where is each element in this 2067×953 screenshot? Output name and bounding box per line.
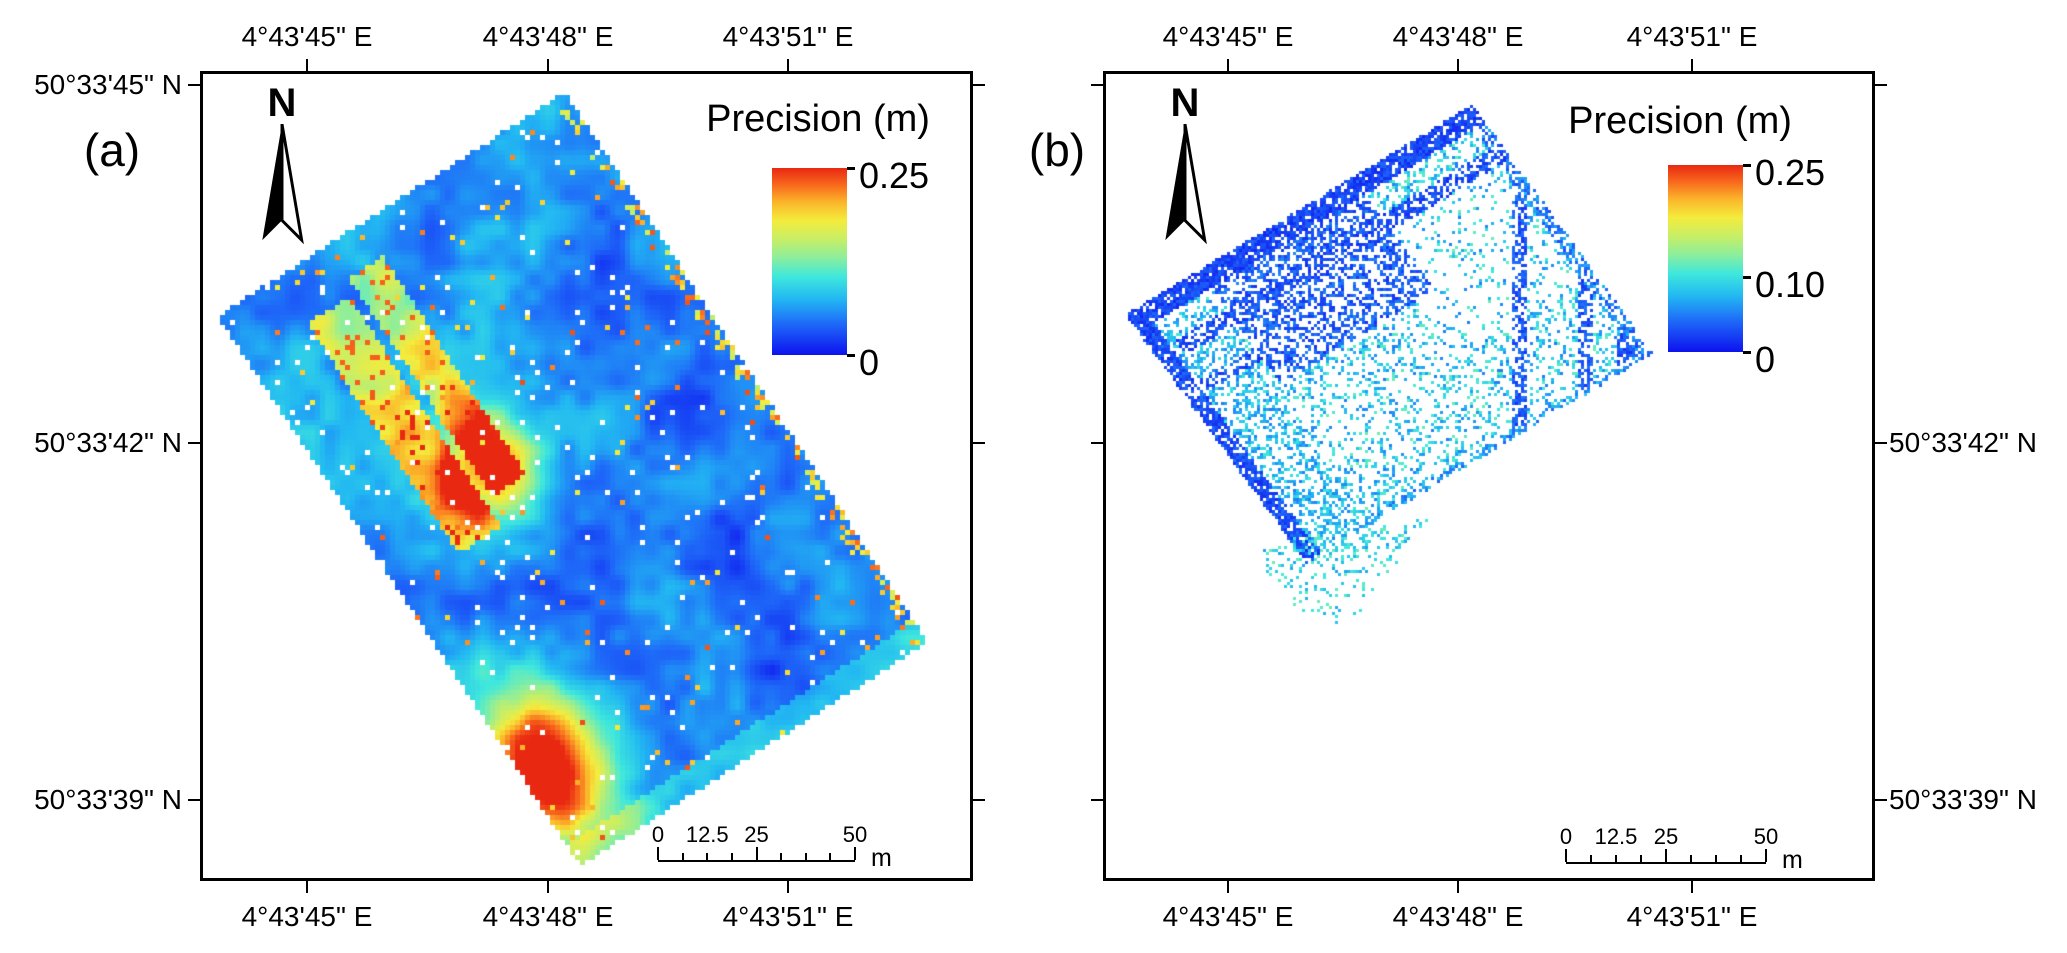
lon-label-top-b-0: 4°43'45" E [1162,21,1294,52]
lon-label-top-a-2: 4°43'51" E [722,21,854,52]
lat-tick-left-b-2 [1091,799,1103,801]
scalebar-tick-a-1 [681,853,684,860]
legend-tick-b-2 [1743,351,1751,354]
north-arrow-icon-b [1165,124,1207,244]
scalebar-tick-b-1 [1590,855,1592,862]
lat-tick-right-b-1 [1875,442,1887,444]
lat-label-right-b-1: 50°33'42" N [1889,427,2037,458]
scalebar-tick-a-6 [804,853,807,860]
lon-label-bottom-a-2: 4°43'51" E [722,901,854,932]
lon-tick-bottom-a-2 [787,881,789,893]
map-frame-b [1103,71,1875,881]
lon-label-bottom-b-1: 4°43'48" E [1392,901,1524,932]
scalebar-tick-a-2 [706,853,709,860]
scalebar-tick-b-2 [1615,855,1617,862]
map-frame-a [200,71,973,881]
north-arrow-icon-a [262,124,304,244]
scalebar-value-a-0: 0 [651,822,665,847]
lon-label-top-b-1: 4°43'48" E [1392,21,1524,52]
lon-tick-top-b-0 [1227,59,1229,71]
lon-tick-top-a-1 [547,59,549,71]
legend-colorbar-b [1668,165,1743,352]
legend-tick-a-0 [847,167,855,170]
lon-label-top-b-2: 4°43'51" E [1626,21,1758,52]
lon-tick-bottom-b-2 [1691,881,1693,893]
legend-tick-b-1 [1743,276,1751,280]
legend-value-b-2: 0 [1755,339,1776,380]
scalebar-tick-b-8 [1765,849,1767,862]
lat-label-left-a-0: 50°33'45" N [34,69,182,100]
scalebar-value-b-2: 25 [1653,824,1679,849]
lon-label-bottom-b-0: 4°43'45" E [1162,901,1294,932]
scalebar-value-b-1: 12.5 [1594,824,1638,849]
scalebar-value-a-3: 50 [842,822,868,847]
lon-label-bottom-a-1: 4°43'48" E [482,901,614,932]
lat-tick-left-a-2 [188,799,200,801]
lon-label-bottom-a-0: 4°43'45" E [241,901,373,932]
lon-tick-top-b-2 [1691,59,1693,71]
scalebar-tick-a-0 [657,847,659,860]
scalebar-tick-a-4 [755,847,758,860]
lon-tick-top-a-0 [306,59,308,71]
lat-tick-left-b-1 [1091,442,1103,444]
lon-tick-bottom-a-0 [306,881,308,893]
legend-colorbar-a [772,168,847,355]
lat-label-left-a-1: 50°33'42" N [34,427,182,458]
scalebar-line-a [658,860,855,862]
scalebar-tick-b-3 [1640,855,1642,862]
lon-tick-bottom-a-1 [547,881,549,893]
lat-label-right-b-2: 50°33'39" N [1889,784,2037,815]
lon-tick-top-b-1 [1457,59,1459,71]
legend-tick-b-0 [1743,164,1751,167]
lat-label-left-a-2: 50°33'39" N [34,784,182,815]
lon-tick-bottom-b-1 [1457,881,1459,893]
scalebar-tick-b-5 [1690,855,1692,862]
legend-value-b-0: 0.25 [1755,152,1826,193]
scalebar-tick-b-6 [1715,855,1717,862]
scalebar-unit-a: m [871,844,892,872]
north-letter-a: N [267,81,297,125]
lat-tick-right-a-0 [973,84,985,86]
lat-tick-left-b-0 [1091,84,1103,86]
scalebar-line-b [1566,862,1766,864]
scalebar-unit-b: m [1782,846,1803,874]
panel-label-b: (b) [1028,124,1086,176]
lat-tick-left-a-0 [188,84,200,86]
lat-tick-right-a-2 [973,799,985,801]
scalebar-tick-a-3 [730,853,733,860]
lon-tick-bottom-b-0 [1227,881,1229,893]
lon-label-bottom-b-2: 4°43'51" E [1626,901,1758,932]
lat-tick-right-b-2 [1875,799,1887,801]
scalebar-value-b-0: 0 [1559,824,1573,849]
scalebar-value-a-1: 12.5 [685,822,729,847]
scalebar-tick-b-7 [1740,855,1742,862]
scalebar-value-b-3: 50 [1753,824,1779,849]
legend-tick-a-1 [847,354,855,357]
legend-value-a-0: 0.25 [859,155,930,196]
north-letter-b: N [1170,81,1200,125]
lon-label-top-a-0: 4°43'45" E [241,21,373,52]
scalebar-tick-b-4 [1665,849,1667,862]
panel-label-a: (a) [83,124,141,176]
lat-tick-right-b-0 [1875,84,1887,86]
lat-tick-left-a-1 [188,442,200,444]
legend-title-a: Precision (m) [706,98,930,140]
lon-tick-top-a-2 [787,59,789,71]
legend-value-b-1: 0.10 [1755,264,1826,306]
lat-tick-right-a-1 [973,442,985,444]
scalebar-tick-a-7 [829,853,832,860]
legend-title-b: Precision (m) [1568,100,1792,142]
scalebar-tick-a-5 [780,853,783,860]
lon-label-top-a-1: 4°43'48" E [482,21,614,52]
scalebar-tick-a-8 [854,847,856,860]
legend-value-a-1: 0 [859,342,880,383]
scalebar-value-a-2: 25 [744,822,769,847]
scalebar-tick-b-0 [1565,849,1567,862]
